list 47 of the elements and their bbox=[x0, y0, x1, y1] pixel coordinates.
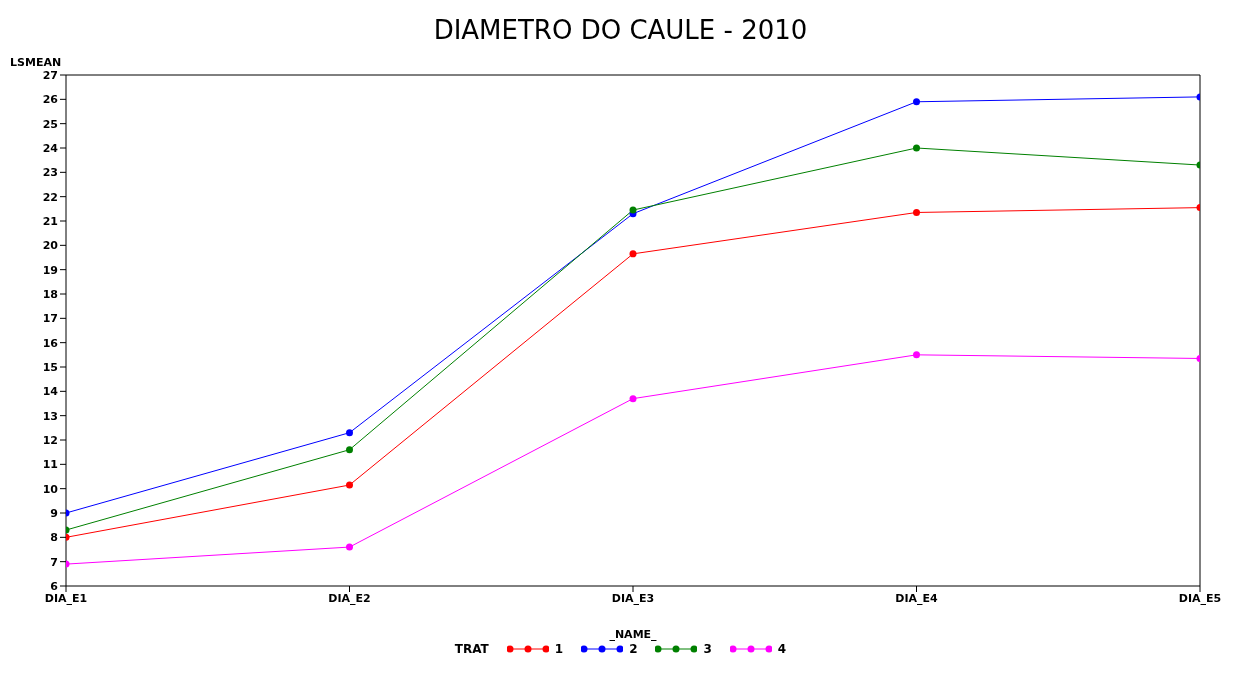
point bbox=[629, 395, 637, 403]
point bbox=[913, 144, 920, 152]
y-tick-label: 17 bbox=[42, 312, 58, 326]
point bbox=[346, 446, 353, 454]
point bbox=[629, 250, 637, 258]
y-tick-label: 19 bbox=[42, 263, 58, 277]
x-tick-label: DIA_E4 bbox=[895, 591, 939, 605]
point bbox=[346, 429, 353, 437]
x-tick-label: DIA_E1 bbox=[44, 591, 88, 605]
y-tick-label: 13 bbox=[42, 409, 58, 423]
point bbox=[913, 98, 920, 106]
y-tick-label: 9 bbox=[50, 506, 58, 520]
legend-label: 4 bbox=[777, 642, 787, 656]
y-tick-label: 11 bbox=[42, 458, 58, 472]
point bbox=[346, 543, 353, 551]
legend-label: 1 bbox=[554, 642, 564, 656]
x-tick-label: DIA_E5 bbox=[1178, 591, 1222, 605]
y-tick-label: 18 bbox=[42, 287, 58, 301]
legend-title: TRAT bbox=[454, 642, 489, 656]
y-tick-label: 20 bbox=[42, 239, 59, 253]
point bbox=[913, 208, 920, 216]
y-tick-label: 10 bbox=[42, 482, 59, 496]
point bbox=[629, 206, 637, 214]
y-tick-label: 7 bbox=[50, 555, 58, 569]
y-tick-label: 21 bbox=[42, 214, 58, 228]
point bbox=[346, 481, 353, 489]
x-axis-title: _NAME_ bbox=[609, 628, 658, 641]
x-tick-label: DIA_E2 bbox=[328, 591, 371, 605]
y-tick-label: 23 bbox=[42, 166, 58, 180]
y-tick-label: 8 bbox=[50, 531, 58, 545]
y-tick-label: 6 bbox=[50, 579, 59, 593]
y-tick-label: 22 bbox=[42, 190, 58, 204]
y-tick-label: 27 bbox=[42, 68, 58, 82]
y-tick-label: 14 bbox=[42, 385, 59, 399]
y-tick-label: 26 bbox=[42, 93, 59, 107]
y-tick-label: 16 bbox=[42, 336, 59, 350]
chart-title: DIAMETRO DO CAULE - 2010 bbox=[432, 14, 809, 47]
line-series bbox=[66, 351, 1200, 568]
y-tick-label: 12 bbox=[42, 433, 58, 447]
y-tick-label: 15 bbox=[42, 360, 58, 374]
legend-label: 3 bbox=[703, 642, 712, 656]
y-axis-title: LSMEAN bbox=[10, 56, 62, 69]
legend-label: 2 bbox=[629, 642, 638, 656]
point bbox=[913, 351, 920, 359]
y-tick-label: 24 bbox=[42, 141, 59, 155]
y-tick-label: 25 bbox=[42, 117, 58, 131]
x-tick-label: DIA_E3 bbox=[611, 591, 655, 605]
